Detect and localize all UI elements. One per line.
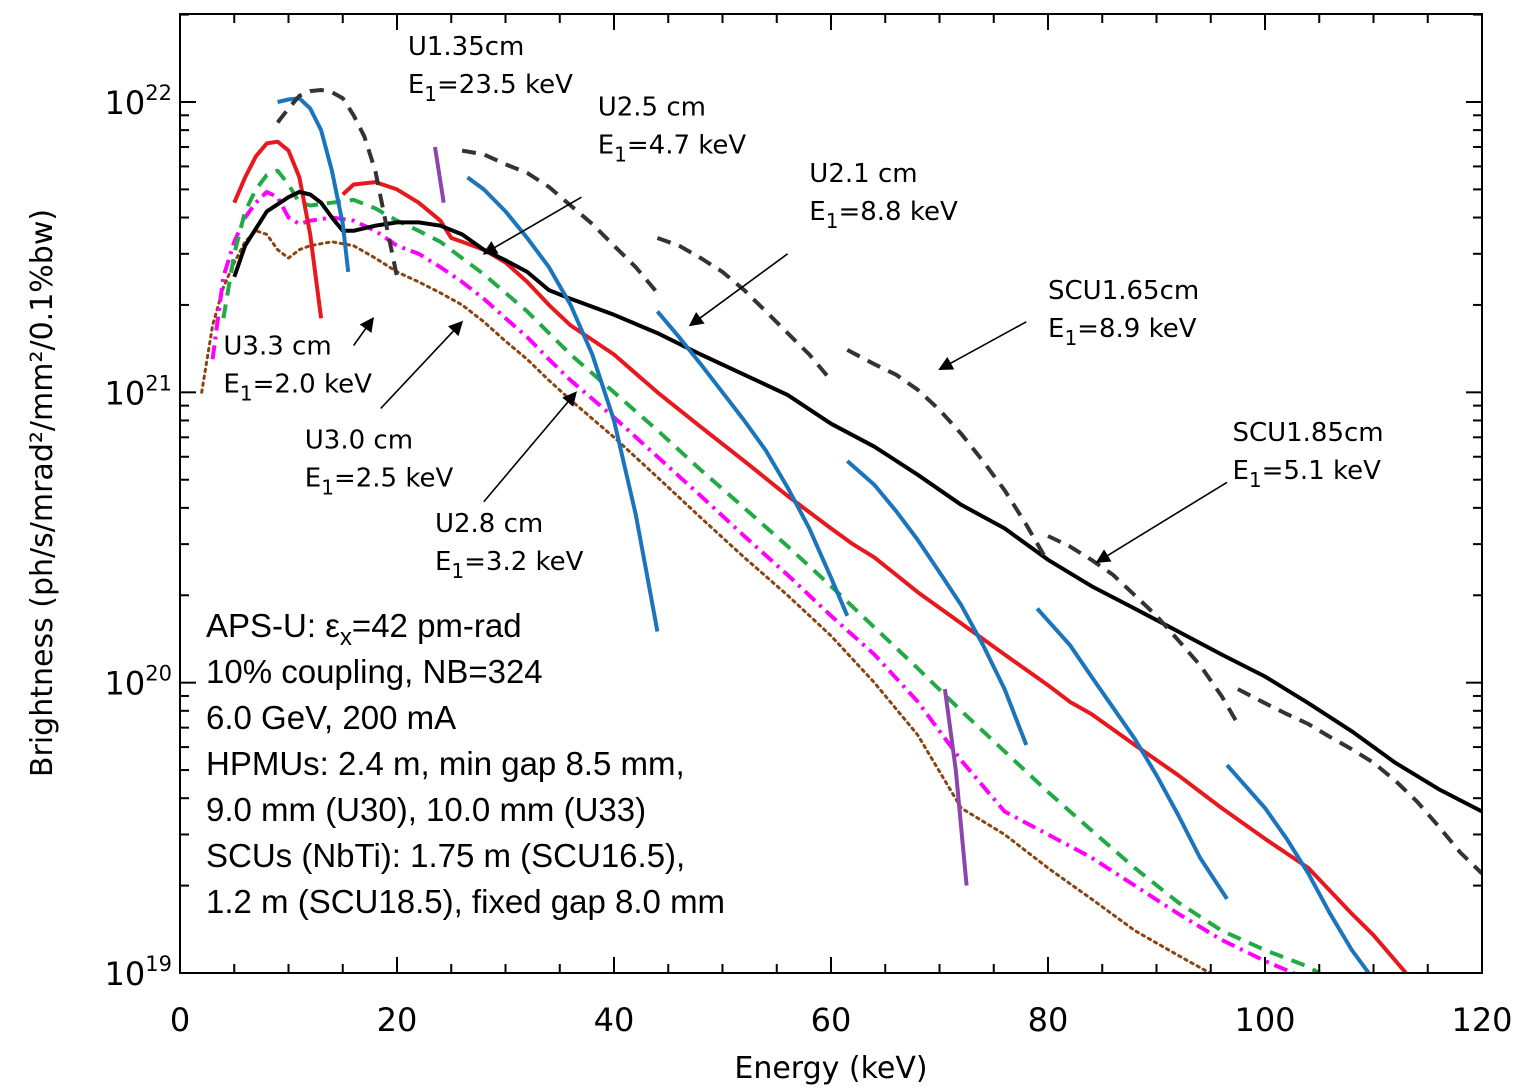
annotation-label: E1=2.0 keV [223,369,372,405]
series-7-segment-0 [433,146,446,204]
series-layer [200,88,1482,973]
annotation-label: U3.3 cm [223,331,331,361]
annotation-arrow [352,317,374,346]
x-tick-label: 20 [377,1001,418,1039]
series-6-segment-1 [461,148,659,295]
annotation-label: U2.5 cm [598,92,706,122]
series-5-segment-2 [655,310,850,617]
y-tick-label: 1020 [105,662,172,703]
annotation-label: SCU1.65cm [1048,276,1199,306]
annotation-0: U1.35cm E1=23.5 keV [408,32,573,106]
annotation-label: E1=2.5 keV [305,464,454,500]
info-line: HPMUs: 2.4 m, min gap 8.5 mm, [206,745,685,782]
info-line: 9.0 mm (U30), 10.0 mm (U33) [206,791,646,828]
series-6-segment-2 [656,236,833,382]
info-line: APS-U: εx=42 pm-rad [206,607,522,651]
annotation-arrow [380,320,464,409]
annotation-3: SCU1.65cm E1=8.9 keV [938,276,1199,371]
series-5-segment-3 [845,459,1029,746]
y-tick-label: 1019 [105,952,172,993]
annotation-label: E1=5.1 keV [1232,456,1381,492]
annotation-label: U2.8 cm [435,509,543,539]
annotation-label: E1=23.5 keV [408,70,573,106]
series-6-segment-3 [846,348,1050,564]
series-3-segment-0 [232,139,324,319]
series-3-segment-1 [341,180,1408,973]
y-tick-label: 1022 [105,81,172,122]
annotation-label: E1=3.2 keV [435,547,584,583]
annotation-label: U1.35cm [408,32,525,62]
annotation-arrow [482,196,582,255]
info-line: 6.0 GeV, 200 mA [206,699,456,736]
x-tick-label: 100 [1234,1001,1295,1039]
series-5-segment-1 [466,175,660,632]
series-5-segment-4 [1035,607,1229,900]
series-7-segment-1 [942,688,969,886]
series-4-segment-0 [232,189,1482,814]
axes-layer: 0 20 40 60 80 100 120 1019 1020 1021 1022 [105,13,1513,1039]
info-line: 10% coupling, NB=324 [206,653,543,690]
annotation-label: U3.0 cm [305,426,413,456]
annotation-4: U3.3 cm E1=2.0 keV [223,317,374,405]
series-5-segment-5 [1225,763,1372,973]
annotation-6: U2.8 cm E1=3.2 keV [435,391,584,583]
annotation-arrow [483,391,577,503]
annotation-label: E1=8.9 keV [1048,314,1197,350]
series-5-segment-0 [277,96,351,273]
series-1-segment-0 [210,189,1299,973]
x-tick-label: 60 [811,1001,852,1039]
series-6-segment-0 [276,88,399,278]
y-tick-label: 1021 [105,371,172,412]
info-line: SCUs (NbTi): 1.75 m (SCU16.5), [206,837,685,874]
x-tick-label: 0 [170,1001,190,1039]
annotation-5: U3.0 cm E1=2.5 keV [305,320,464,500]
x-tick-label: 40 [594,1001,635,1039]
annotation-1: U2.5 cm E1=4.7 keV [482,92,747,255]
series-0-segment-0 [200,229,1213,973]
annotation-arrow [1095,481,1228,563]
info-line: 1.2 m (SCU18.5), fixed gap 8.0 mm [206,883,725,920]
annotation-arrow [688,253,789,327]
series-6-segment-4 [1047,534,1240,726]
annotation-label: E1=4.7 keV [598,130,747,166]
annotation-label: U2.1 cm [809,159,917,189]
annotation-label: SCU1.85cm [1232,418,1383,448]
x-tick-label: 120 [1451,1001,1512,1039]
annotation-label: E1=8.8 keV [809,197,958,233]
series-2-segment-0 [221,168,1323,973]
annotation-7: SCU1.85cm E1=5.1 keV [1095,418,1384,563]
y-axis-label: Brightness (ph/s/mrad²/mm²/0.1%bw) [25,209,60,777]
annotation-2: U2.1 cm E1=8.8 keV [688,159,958,327]
series-6-segment-5 [1236,687,1482,876]
x-tick-label: 80 [1028,1001,1069,1039]
x-axis-label: Energy (keV) [734,1051,927,1086]
annotation-arrow [938,321,1027,371]
